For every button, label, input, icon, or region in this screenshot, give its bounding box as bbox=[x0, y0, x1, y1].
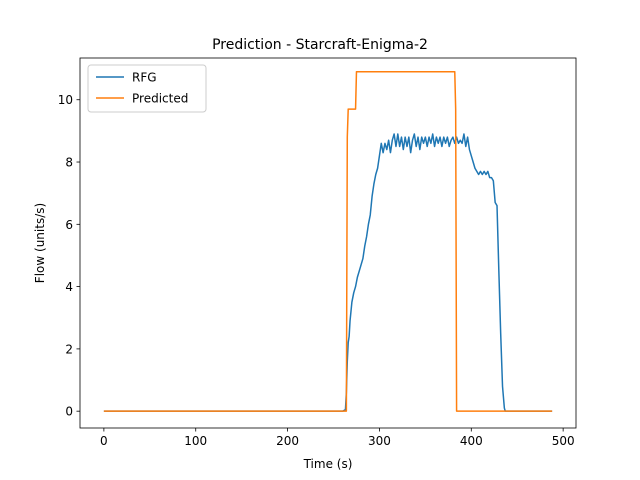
x-tick-label: 300 bbox=[368, 434, 391, 448]
plot-area bbox=[80, 58, 576, 428]
x-tick-label: 0 bbox=[100, 434, 108, 448]
y-tick-label: 6 bbox=[65, 218, 73, 232]
legend-label-predicted: Predicted bbox=[132, 92, 188, 106]
x-tick-label: 200 bbox=[276, 434, 299, 448]
x-axis-label: Time (s) bbox=[303, 457, 353, 471]
legend: RFG Predicted bbox=[87, 64, 207, 113]
series-line-predicted bbox=[103, 70, 553, 412]
y-tick-label: 8 bbox=[65, 156, 73, 170]
series-layer bbox=[103, 70, 553, 412]
series-line-rfg bbox=[103, 133, 553, 412]
plot-background bbox=[80, 58, 576, 428]
axes-frame bbox=[79, 57, 577, 429]
chart-title: Prediction - Starcraft-Enigma-2 bbox=[212, 37, 428, 53]
y-tick-label: 0 bbox=[65, 405, 73, 419]
y-tick-label: 4 bbox=[65, 280, 73, 294]
y-tick-label: 2 bbox=[65, 342, 73, 356]
x-tick-label: 500 bbox=[552, 434, 575, 448]
legend-label-rfg: RFG bbox=[132, 71, 157, 85]
x-tick-label: 400 bbox=[460, 434, 483, 448]
y-tick-label: 10 bbox=[58, 93, 73, 107]
x-tick-label: 100 bbox=[184, 434, 207, 448]
axes-layer: 0 100 200 300 400 500 0 2 4 6 8 10 bbox=[58, 57, 577, 448]
y-axis-label: Flow (units/s) bbox=[33, 203, 47, 283]
